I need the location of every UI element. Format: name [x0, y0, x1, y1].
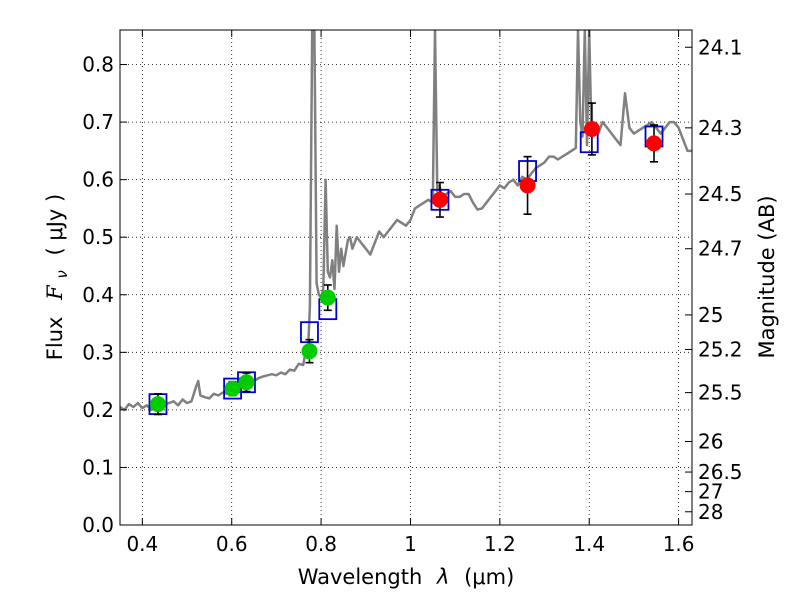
- axis-ticks: 0.4 0.6 0.8 1 1.2 1.4 1.6 0.0 0.1 0.2 0.3 0.4 0.5 0.6…: [82, 30, 743, 556]
- y-tick-label: 0.7: [82, 110, 114, 134]
- series-filled-circles: [149, 284, 336, 416]
- grid-lines: [120, 30, 692, 526]
- y2-axis-label: Magnitude (AB): [755, 195, 779, 358]
- x-axis-label-symbol: λ: [436, 565, 449, 589]
- mag-tick-label: 26: [698, 430, 723, 454]
- observed-point: [319, 289, 336, 306]
- plot-area: [120, 30, 692, 416]
- x-tick-label: 1.6: [663, 532, 695, 556]
- x-tick-label: 0.8: [305, 532, 337, 556]
- observed-point: [583, 121, 600, 137]
- mag-tick-label: 28: [698, 500, 723, 524]
- mag-tick-label: 24.5: [698, 182, 743, 206]
- spectrum-line: [120, 30, 692, 412]
- y-axis-label-unit: ( μJy ): [43, 194, 67, 256]
- x-tick-label: 1.2: [484, 532, 516, 556]
- y-tick-label: 0.1: [82, 455, 114, 479]
- observed-point: [431, 191, 448, 208]
- observed-point: [238, 374, 255, 391]
- y-axis-label-subscript: ν: [53, 270, 71, 278]
- y-axis-label-text: Flux: [43, 317, 67, 361]
- y-axis-label: Flux F ν ( μJy ): [43, 194, 72, 360]
- observed-point: [301, 343, 318, 360]
- mag-tick-label: 27: [698, 480, 723, 504]
- mag-tick-label: 25: [698, 303, 723, 327]
- observed-point: [224, 380, 241, 397]
- mag-tick-label: 24.7: [698, 237, 743, 261]
- series-line: [120, 30, 692, 412]
- x-axis-label-text: Wavelength: [298, 565, 423, 589]
- series-layer: [120, 30, 692, 416]
- plot-frame: [119, 29, 693, 526]
- x-axis-label-unit: (μm): [464, 565, 514, 589]
- series-open-squares: [148, 125, 664, 416]
- x-tick-label: 1: [404, 532, 417, 556]
- y-tick-label: 0.0: [82, 513, 114, 537]
- mag-tick-label: 26.5: [698, 460, 743, 484]
- x-tick-label: 1.4: [573, 532, 605, 556]
- mag-tick-label: 25.5: [698, 381, 743, 405]
- y-tick-label: 0.4: [82, 283, 114, 307]
- y-tick-label: 0.8: [82, 53, 114, 77]
- series-filled-circles: [431, 102, 663, 218]
- x-tick-label: 0.6: [216, 532, 248, 556]
- y-tick-label: 0.6: [82, 168, 114, 192]
- observed-point: [646, 135, 663, 152]
- y-tick-label: 0.5: [82, 225, 114, 249]
- x-tick-label: 0.4: [126, 532, 158, 556]
- mag-tick-label: 25.2: [698, 337, 743, 361]
- y-axis-label-symbol: F: [43, 284, 67, 301]
- mag-tick-label: 24.3: [698, 116, 743, 140]
- y-tick-label: 0.3: [82, 340, 114, 364]
- mag-tick-label: 24.1: [698, 35, 743, 59]
- y-tick-label: 0.2: [82, 398, 114, 422]
- x-axis-label: Wavelength λ (μm): [298, 565, 515, 589]
- model-photometry-square: [223, 377, 243, 400]
- observed-point: [149, 396, 166, 413]
- observed-point: [519, 177, 536, 194]
